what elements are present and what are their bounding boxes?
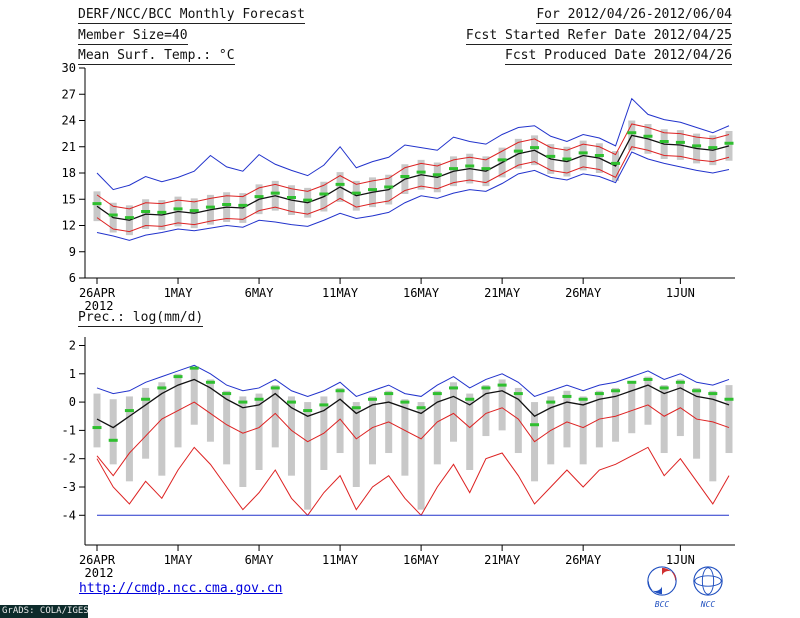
svg-text:6MAY: 6MAY <box>245 286 275 300</box>
header-row-2: Member Size=40 Fcst Started Refer Date 2… <box>78 28 732 45</box>
svg-text:21MAY: 21MAY <box>484 286 521 300</box>
page-title: DERF/NCC/BCC Monthly Forecast <box>78 7 305 24</box>
header-row-1: DERF/NCC/BCC Monthly Forecast For 2012/0… <box>78 7 732 24</box>
svg-text:15: 15 <box>62 192 76 206</box>
svg-text:24: 24 <box>62 114 76 128</box>
svg-text:1JUN: 1JUN <box>666 286 695 300</box>
svg-text:16MAY: 16MAY <box>403 286 440 300</box>
svg-text:1: 1 <box>69 367 76 381</box>
precip-panel-title: Prec.: log(mm/d) <box>78 310 204 327</box>
member-size-label: Member Size=40 <box>78 28 188 45</box>
bcc-logo-label: BCC <box>654 600 670 609</box>
header-row-3: Mean Surf. Temp.: °C Fcst Produced Date … <box>78 48 732 65</box>
svg-text:26MAY: 26MAY <box>565 553 602 567</box>
svg-text:21MAY: 21MAY <box>484 553 521 567</box>
temp-panel-title: Mean Surf. Temp.: °C <box>78 48 235 65</box>
svg-text:1MAY: 1MAY <box>164 553 194 567</box>
svg-text:27: 27 <box>62 87 76 101</box>
svg-text:6MAY: 6MAY <box>245 553 275 567</box>
ncc-logo-icon: NCC <box>688 565 728 609</box>
svg-text:12: 12 <box>62 219 76 233</box>
forecast-range-label: For 2012/04/26-2012/06/04 <box>536 7 732 24</box>
svg-text:26APR: 26APR <box>79 286 116 300</box>
bcc-logo-icon: BCC <box>642 565 682 609</box>
grads-credit: GrADS: COLA/IGES <box>0 605 89 618</box>
svg-text:-1: -1 <box>62 423 76 437</box>
svg-text:26MAY: 26MAY <box>565 286 602 300</box>
svg-text:11MAY: 11MAY <box>322 553 359 567</box>
svg-text:9: 9 <box>69 245 76 259</box>
svg-text:-4: -4 <box>62 508 76 522</box>
fcst-produced-date-label: Fcst Produced Date 2012/04/26 <box>505 48 732 65</box>
svg-text:11MAY: 11MAY <box>322 286 359 300</box>
svg-text:2: 2 <box>69 338 76 352</box>
fcst-start-date-label: Fcst Started Refer Date 2012/04/25 <box>465 28 732 45</box>
svg-text:-3: -3 <box>62 480 76 494</box>
svg-text:0: 0 <box>69 395 76 409</box>
svg-text:16MAY: 16MAY <box>403 553 440 567</box>
svg-text:30: 30 <box>62 61 76 75</box>
source-url-link[interactable]: http://cmdp.ncc.cma.gov.cn <box>79 581 283 596</box>
svg-text:1MAY: 1MAY <box>164 286 194 300</box>
svg-text:26APR: 26APR <box>79 553 116 567</box>
svg-text:-2: -2 <box>62 452 76 466</box>
svg-text:2012: 2012 <box>85 566 114 580</box>
svg-text:18: 18 <box>62 166 76 180</box>
svg-text:21: 21 <box>62 140 76 154</box>
ncc-logo-label: NCC <box>700 600 716 609</box>
svg-text:6: 6 <box>69 271 76 285</box>
